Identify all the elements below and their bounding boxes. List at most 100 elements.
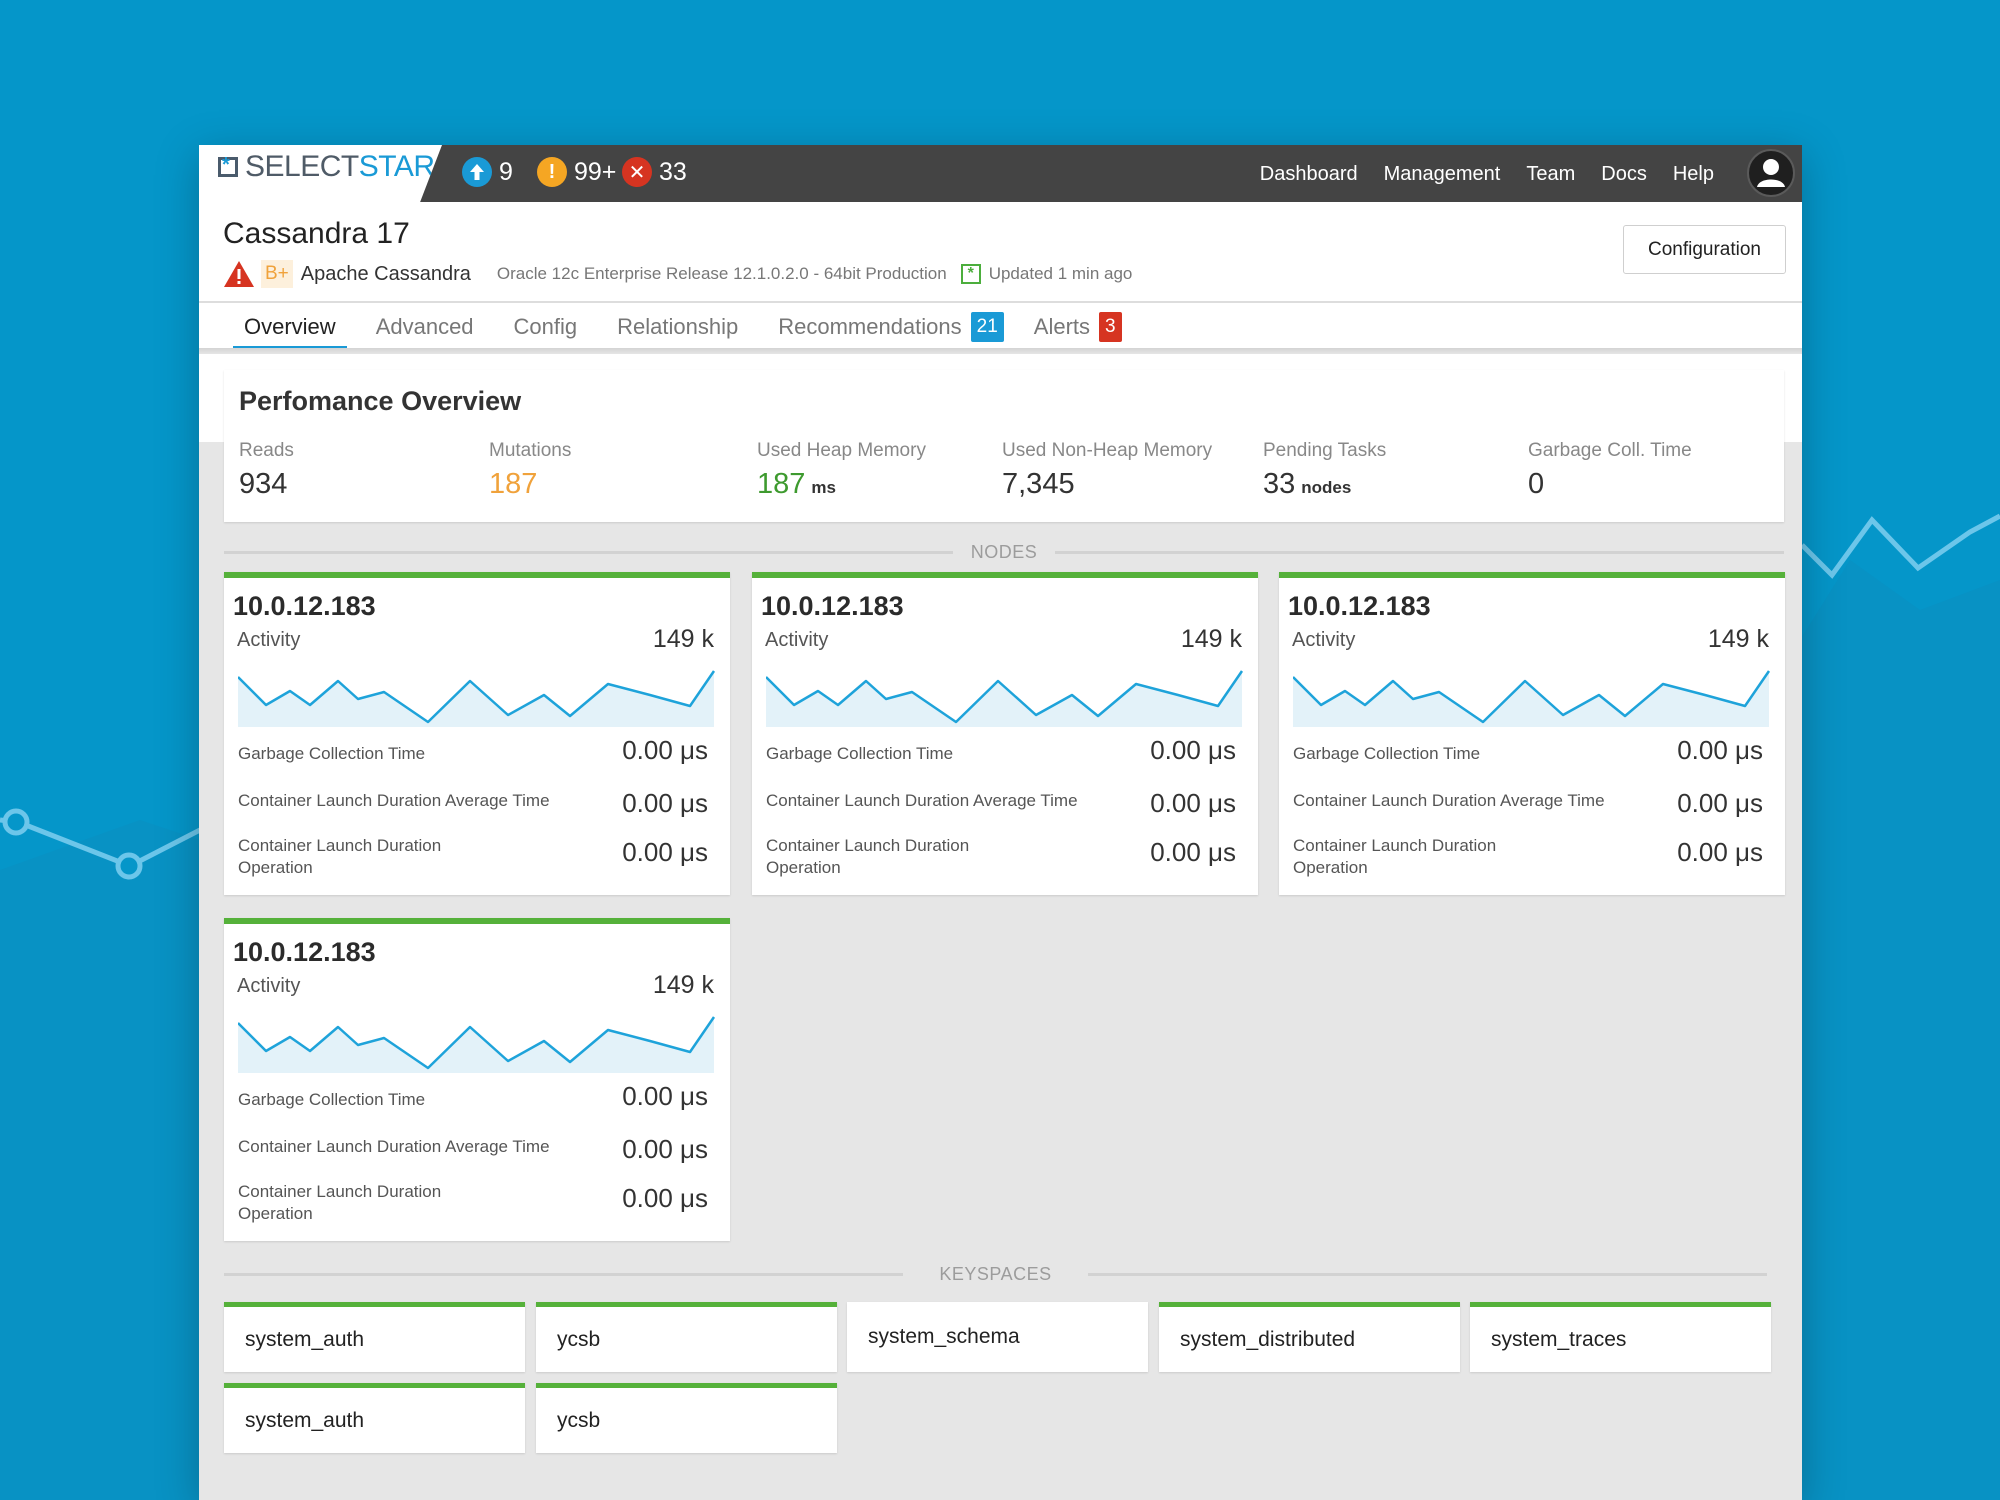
- node-ip: 10.0.12.183: [233, 591, 376, 621]
- metric-label: Used Non-Heap Memory: [1002, 440, 1213, 461]
- metric-value: 0.00 μs: [622, 1081, 708, 1111]
- nav-dashboard[interactable]: Dashboard: [1259, 163, 1358, 185]
- database-version: Oracle 12c Enterprise Release 12.1.0.2.0…: [496, 264, 947, 283]
- metric-value: 7,345: [1002, 468, 1075, 500]
- metric-mutations: Mutations 187: [489, 440, 571, 501]
- divider-line: [224, 1272, 904, 1276]
- metric-reads: Reads 934: [239, 440, 294, 501]
- tab-recommendations[interactable]: Recommendations 21: [767, 303, 1015, 350]
- page-title: Cassandra 17: [223, 217, 410, 250]
- metric-value: 0.00 μs: [622, 788, 708, 818]
- nav-help[interactable]: Help: [1672, 163, 1714, 185]
- node-card[interactable]: 10.0.12.183 Activity 149 k Garbage Collecti…: [752, 572, 1258, 895]
- keyspace-tile[interactable]: system_traces: [1470, 1302, 1771, 1372]
- metric-label: Garbage Collection Time: [238, 744, 426, 763]
- keyspace-tile[interactable]: ycsb: [536, 1302, 837, 1372]
- metric-row: Container Launch Duration Average Time 0.…: [1293, 786, 1763, 818]
- metric-label: Pending Tasks: [1263, 440, 1387, 461]
- activity-value: 149 k: [1707, 625, 1769, 653]
- metric-value: 0.00 μs: [622, 837, 708, 867]
- node-card[interactable]: 10.0.12.183 Activity 149 k Garbage Collecti…: [224, 572, 730, 895]
- metric-row: Garbage Collection Time 0.00 μs: [1293, 735, 1763, 765]
- recommendations-count-badge: 21: [970, 311, 1004, 342]
- metric-unit: nodes: [1301, 478, 1352, 497]
- status-count: 9: [499, 157, 513, 186]
- divider-line: [1055, 550, 1785, 554]
- metric-row: Garbage Collection Time 0.00 μs: [766, 735, 1236, 765]
- logo[interactable]: * SELECTSTAR: [199, 145, 442, 202]
- tab-advanced[interactable]: Advanced: [365, 303, 485, 350]
- metric-row: Container Launch Duration Operation 0.00 …: [1293, 835, 1763, 879]
- header-shadow: [199, 348, 1802, 354]
- keyspace-tile[interactable]: system_auth: [224, 1302, 525, 1372]
- activity-sparkline: [238, 1016, 716, 1073]
- nav-team[interactable]: Team: [1526, 163, 1576, 185]
- metric-row: Container Launch Duration Average Time 0.…: [238, 786, 708, 818]
- keyspace-tile[interactable]: system_auth: [224, 1383, 525, 1453]
- metric-value: 33 nodes: [1263, 468, 1352, 500]
- metric-value: 0.00 μs: [622, 1134, 708, 1164]
- refresh-status-icon: *: [960, 264, 981, 284]
- tab-config[interactable]: Config: [503, 303, 589, 350]
- metric-row: Container Launch Duration Average Time 0.…: [766, 786, 1236, 818]
- metric-value: 0.00 μs: [622, 735, 708, 765]
- node-ip: 10.0.12.183: [233, 937, 376, 967]
- metric-value: 0.00 μs: [622, 1183, 708, 1213]
- metric-garbage-coll-time: Garbage Coll. Time 0: [1528, 440, 1692, 501]
- activity-label: Activity: [237, 629, 301, 651]
- metric-row: Garbage Collection Time 0.00 μs: [238, 1081, 708, 1111]
- keyspaces-section-header: KEYSPACES: [224, 1264, 1767, 1284]
- sparkline-area: [766, 671, 1242, 727]
- metric-value: 0.00 μs: [1677, 837, 1763, 867]
- metric-value: 934: [239, 468, 288, 500]
- user-icon: [1757, 159, 1785, 187]
- keyspace-tile[interactable]: system_schema: [847, 1302, 1148, 1372]
- user-avatar[interactable]: [1747, 149, 1795, 197]
- sparkline-area: [238, 671, 714, 727]
- nav-docs[interactable]: Docs: [1601, 163, 1647, 185]
- metric-label: Reads: [239, 440, 294, 461]
- sparkline-area: [1293, 671, 1769, 727]
- metric-label: Used Heap Memory: [757, 440, 926, 461]
- last-updated: Updated 1 min ago: [988, 264, 1133, 283]
- metric-used-heap-memory: Used Heap Memory 187 ms: [757, 440, 926, 501]
- activity-sparkline: [766, 670, 1244, 727]
- nav-management[interactable]: Management: [1383, 163, 1501, 185]
- section-label: NODES: [970, 541, 1038, 562]
- metric-row: Container Launch Duration Average Time 0.…: [238, 1132, 708, 1164]
- metric-label: Container Launch Duration Average Time: [766, 791, 1078, 810]
- warning-icon: [224, 261, 254, 287]
- status-count: 99+: [574, 157, 617, 186]
- metric-row: Container Launch Duration Operation 0.00 …: [238, 1181, 708, 1225]
- status-errors[interactable]: ✕ 33: [622, 157, 687, 187]
- tab-label: Recommendations: [778, 313, 962, 339]
- metric-label: Mutations: [489, 440, 572, 461]
- metric-label: Container Launch Duration Operation: [238, 1182, 442, 1223]
- activity-label: Activity: [765, 629, 829, 651]
- node-card[interactable]: 10.0.12.183 Activity 149 k Garbage Collecti…: [1279, 572, 1785, 895]
- metric-label: Container Launch Duration Average Time: [1293, 791, 1605, 810]
- keyspace-tile[interactable]: ycsb: [536, 1383, 837, 1453]
- tab-relationship[interactable]: Relationship: [606, 303, 749, 350]
- metric-label: Container Launch Duration Average Time: [238, 791, 550, 810]
- node-ip: 10.0.12.183: [761, 591, 904, 621]
- database-type: Apache Cassandra: [300, 262, 471, 285]
- configuration-button[interactable]: Configuration: [1623, 225, 1786, 274]
- main-nav: Dashboard Management Team Docs Help: [1260, 157, 1714, 191]
- metric-value: 0.00 μs: [1677, 735, 1763, 765]
- section-label: KEYSPACES: [939, 1263, 1052, 1284]
- panel-title: Perfomance Overview: [239, 386, 522, 416]
- metric-row: Garbage Collection Time 0.00 μs: [238, 735, 708, 765]
- status-warnings[interactable]: ! 99+: [537, 157, 616, 187]
- activity-sparkline: [238, 670, 716, 727]
- tab-alerts[interactable]: Alerts 3: [1023, 303, 1133, 350]
- metric-label: Container Launch Duration Operation: [238, 836, 442, 877]
- status-upgrades[interactable]: 9: [462, 157, 513, 187]
- metric-value: 187: [489, 468, 538, 500]
- sparkline-line: [238, 670, 716, 724]
- tab-overview[interactable]: Overview: [233, 303, 347, 350]
- activity-label: Activity: [1292, 629, 1356, 651]
- activity-sparkline: [1293, 670, 1771, 727]
- node-card[interactable]: 10.0.12.183 Activity 149 k Garbage Collecti…: [224, 918, 730, 1241]
- keyspace-tile[interactable]: system_distributed: [1159, 1302, 1460, 1372]
